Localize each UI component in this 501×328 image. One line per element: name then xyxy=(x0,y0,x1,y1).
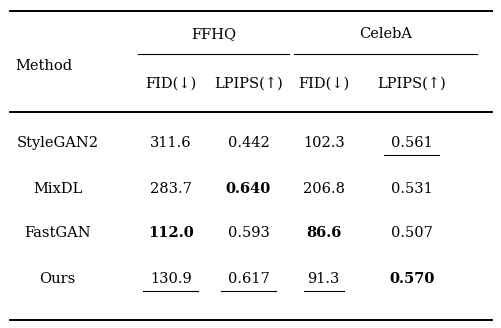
Text: 283.7: 283.7 xyxy=(149,182,191,195)
Text: 0.561: 0.561 xyxy=(390,136,432,150)
Text: 0.593: 0.593 xyxy=(227,226,269,240)
Text: LPIPS(↑): LPIPS(↑) xyxy=(377,77,445,91)
Text: 130.9: 130.9 xyxy=(149,272,191,286)
Text: CelebA: CelebA xyxy=(358,28,411,41)
Text: FID(↓): FID(↓) xyxy=(298,77,349,91)
Text: 206.8: 206.8 xyxy=(302,182,344,195)
Text: 311.6: 311.6 xyxy=(150,136,191,150)
Text: 86.6: 86.6 xyxy=(306,226,341,240)
Text: FID(↓): FID(↓) xyxy=(145,77,196,91)
Text: 0.507: 0.507 xyxy=(390,226,432,240)
Text: FastGAN: FastGAN xyxy=(25,226,91,240)
Text: Ours: Ours xyxy=(40,272,76,286)
Text: LPIPS(↑): LPIPS(↑) xyxy=(214,77,282,91)
Text: StyleGAN2: StyleGAN2 xyxy=(17,136,99,150)
Text: 0.640: 0.640 xyxy=(225,182,271,195)
Text: 0.617: 0.617 xyxy=(227,272,269,286)
Text: 102.3: 102.3 xyxy=(302,136,344,150)
Text: 0.531: 0.531 xyxy=(390,182,432,195)
Text: 0.442: 0.442 xyxy=(227,136,269,150)
Text: Method: Method xyxy=(15,59,72,72)
Text: 91.3: 91.3 xyxy=(307,272,339,286)
Text: 0.570: 0.570 xyxy=(388,272,433,286)
Text: FFHQ: FFHQ xyxy=(190,28,235,41)
Text: MixDL: MixDL xyxy=(33,182,82,195)
Text: 112.0: 112.0 xyxy=(147,226,193,240)
